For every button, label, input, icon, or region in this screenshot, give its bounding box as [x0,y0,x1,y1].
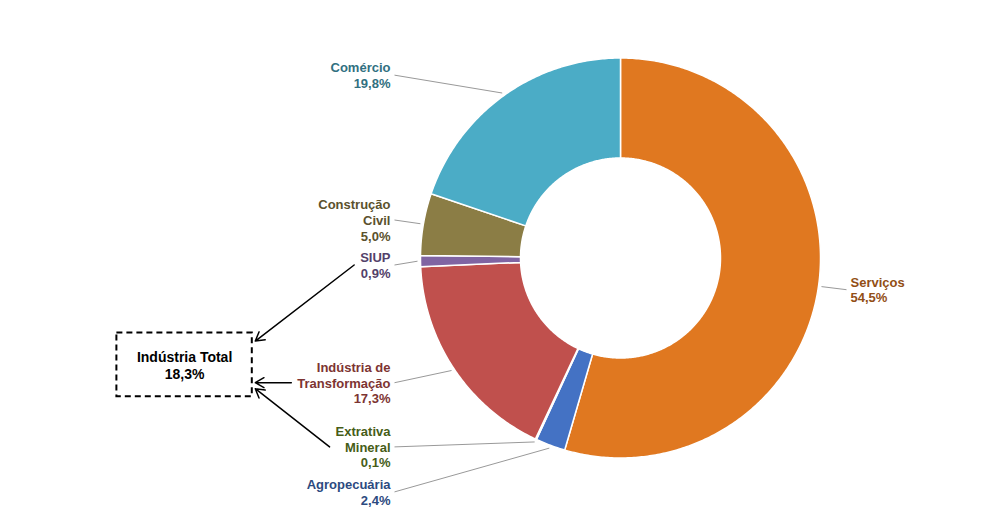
svg-text:ConstruçãoCivil5,0%: ConstruçãoCivil5,0% [318,197,391,243]
svg-text:ExtrativaMineral0,1%: ExtrativaMineral0,1% [336,424,392,470]
svg-text:Comércio19,8%: Comércio19,8% [331,60,391,91]
svg-text:Indústria Total18,3%: Indústria Total18,3% [137,349,232,382]
svg-text:Indústria deTransformação17,3%: Indústria deTransformação17,3% [297,360,391,406]
svg-text:Agropecuária2,4%: Agropecuária2,4% [307,477,392,508]
svg-text:Serviços54,5%: Serviços54,5% [851,275,905,306]
svg-text:SIUP0,9%: SIUP0,9% [360,250,391,281]
